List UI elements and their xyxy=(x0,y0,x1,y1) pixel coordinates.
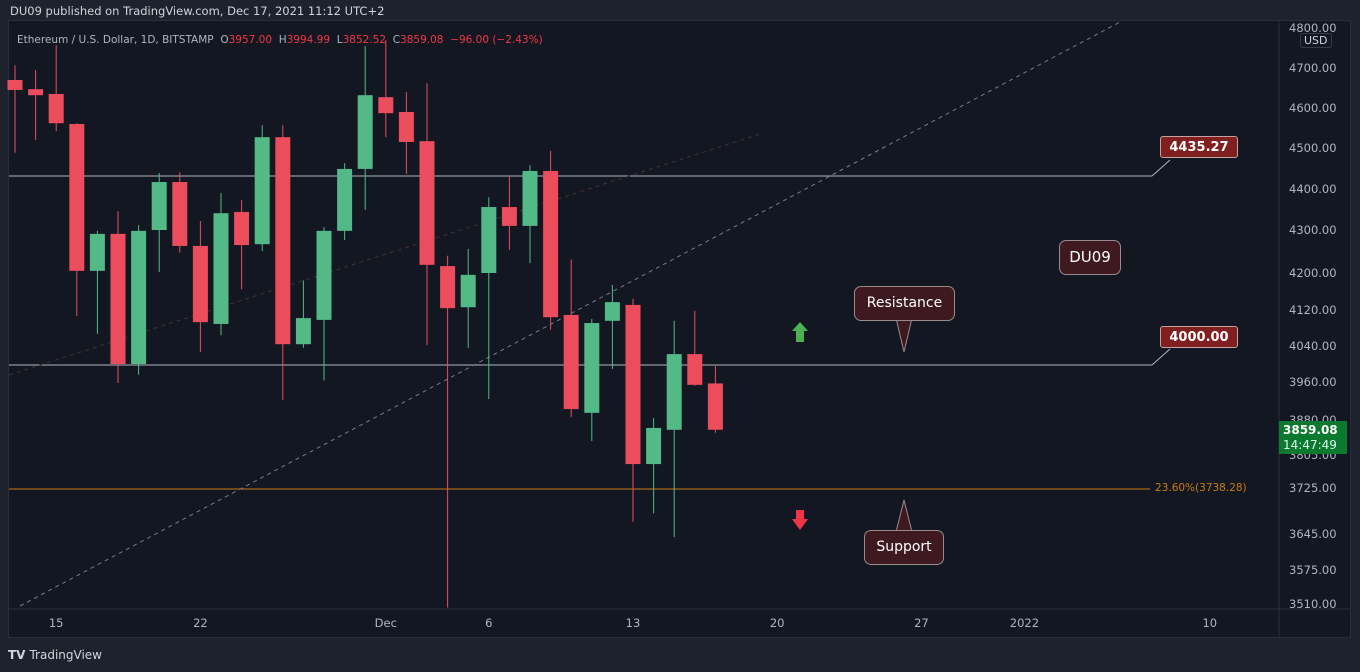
bar-countdown: 14:47:49 xyxy=(1283,438,1337,452)
tradingview-brand[interactable]: TV TradingView xyxy=(8,648,102,662)
price-tick-label: 4300.00 xyxy=(1289,223,1337,237)
candle-body[interactable] xyxy=(48,94,64,124)
candle-body[interactable] xyxy=(337,168,353,231)
close-label: C xyxy=(392,34,401,46)
candle-body[interactable] xyxy=(440,266,456,309)
candle-body[interactable] xyxy=(213,213,229,324)
published-caption: DU09 published on TradingView.com, Dec 1… xyxy=(10,4,385,18)
arrow-up-icon[interactable] xyxy=(792,322,808,342)
time-tick-label: 6 xyxy=(485,616,493,630)
support-pointer xyxy=(895,499,913,533)
candle-body[interactable] xyxy=(419,141,435,265)
candle-body[interactable] xyxy=(666,354,682,430)
candle-body[interactable] xyxy=(481,207,497,273)
change-value: −96.00 (−2.43%) xyxy=(450,34,543,46)
price-tick-label: 4500.00 xyxy=(1289,141,1337,155)
candle-body[interactable] xyxy=(275,137,291,345)
candle-body[interactable] xyxy=(460,274,476,308)
price-tick-label: 3575.00 xyxy=(1289,563,1337,577)
brand-label: TradingView xyxy=(29,648,102,662)
open-value: 3957.00 xyxy=(228,34,273,46)
candles-group xyxy=(7,40,723,608)
price-tick-label: 3725.00 xyxy=(1289,481,1337,495)
candle-body[interactable] xyxy=(543,170,559,318)
candle-body[interactable] xyxy=(28,89,44,96)
symbol-legend[interactable]: Ethereum / U.S. Dollar, 1D, BITSTAMP O39… xyxy=(17,34,543,46)
candle-body[interactable] xyxy=(522,170,538,226)
high-label: H xyxy=(278,34,287,46)
candle-body[interactable] xyxy=(357,95,373,169)
tradingview-logo-icon: TV xyxy=(8,648,26,662)
price-tick-label: 4200.00 xyxy=(1289,266,1337,280)
time-tick-label: Dec xyxy=(374,616,397,630)
price-tick-label: 4400.00 xyxy=(1289,182,1337,196)
time-tick-label: 20 xyxy=(769,616,785,630)
candle-body[interactable] xyxy=(69,124,85,271)
last-price: 3859.08 xyxy=(1283,423,1338,437)
candle-body[interactable] xyxy=(254,137,270,245)
time-tick-label: 13 xyxy=(625,616,641,630)
level-pointer-high xyxy=(1151,159,1171,177)
candle-body[interactable] xyxy=(192,245,208,323)
candle-body[interactable] xyxy=(687,354,703,385)
time-tick-label: 27 xyxy=(914,616,929,630)
resistance-pointer xyxy=(895,317,913,353)
close-value: 3859.08 xyxy=(400,34,444,46)
candle-body[interactable] xyxy=(151,182,167,230)
candle-body[interactable] xyxy=(7,80,23,90)
candle-body[interactable] xyxy=(604,302,620,321)
candle-body[interactable] xyxy=(234,211,250,246)
currency-button[interactable]: USD xyxy=(1300,33,1332,48)
candle-body[interactable] xyxy=(501,207,517,226)
candle-body[interactable] xyxy=(110,233,126,364)
candle-body[interactable] xyxy=(89,233,105,271)
symbol-name: Ethereum / U.S. Dollar, 1D, BITSTAMP xyxy=(17,34,214,46)
candle-body[interactable] xyxy=(131,230,147,364)
candle-body[interactable] xyxy=(646,427,662,465)
resistance-callout[interactable]: Resistance xyxy=(854,286,955,321)
price-tick-label: 4040.00 xyxy=(1289,339,1337,353)
level-label-low[interactable]: 4000.00 xyxy=(1160,326,1238,348)
price-tick-label: 4700.00 xyxy=(1289,61,1337,75)
candle-body[interactable] xyxy=(707,383,723,430)
low-label: L xyxy=(336,34,343,46)
open-label: O xyxy=(220,34,229,46)
candle-body[interactable] xyxy=(295,318,311,345)
author-tag[interactable]: DU09 xyxy=(1059,240,1121,275)
candle-body[interactable] xyxy=(172,182,188,246)
candle-body[interactable] xyxy=(584,323,600,413)
chart-frame[interactable] xyxy=(8,20,1351,638)
level-label-high[interactable]: 4435.27 xyxy=(1160,136,1238,158)
time-tick-label: 2022 xyxy=(1009,616,1040,630)
price-tick-label: 4800.00 xyxy=(1289,21,1337,35)
price-tick-label: 4120.00 xyxy=(1289,303,1337,317)
candle-body[interactable] xyxy=(398,112,414,142)
high-value: 3994.99 xyxy=(286,34,331,46)
low-value: 3852.52 xyxy=(342,34,386,46)
time-tick-label: 10 xyxy=(1202,616,1218,630)
last-price-tag: 3859.08 14:47:49 xyxy=(1279,421,1347,454)
candle-body[interactable] xyxy=(316,230,332,320)
price-tick-label: 4600.00 xyxy=(1289,101,1337,115)
arrow-down-icon[interactable] xyxy=(792,510,808,530)
price-tick-label: 3510.00 xyxy=(1289,597,1337,611)
candle-body[interactable] xyxy=(625,304,641,465)
time-tick-label: 15 xyxy=(48,616,64,630)
price-tick-label: 3645.00 xyxy=(1289,527,1337,541)
fib-label: 23.60%(3738.28) xyxy=(1155,482,1247,494)
support-callout[interactable]: Support xyxy=(864,530,944,565)
candle-body[interactable] xyxy=(563,314,579,410)
candle-body[interactable] xyxy=(378,97,394,114)
time-tick-label: 22 xyxy=(193,616,208,630)
level-pointer-low xyxy=(1151,348,1171,366)
price-tick-label: 3960.00 xyxy=(1289,375,1337,389)
